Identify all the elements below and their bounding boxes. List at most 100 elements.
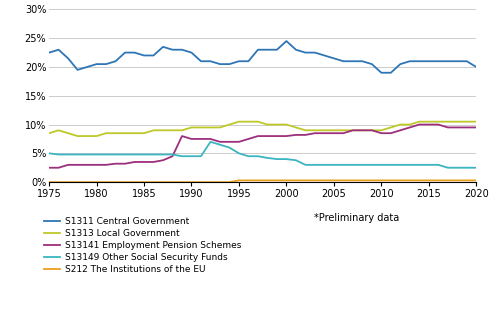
S13141 Employment Pension Schemes bbox=[141, 160, 147, 164]
S212 The Institutions of the EU bbox=[426, 178, 432, 182]
S13141 Employment Pension Schemes bbox=[179, 134, 185, 138]
S1313 Local Government bbox=[46, 131, 52, 135]
S1313 Local Government bbox=[407, 123, 413, 127]
S1313 Local Government bbox=[388, 126, 394, 129]
S212 The Institutions of the EU bbox=[246, 178, 251, 182]
S1313 Local Government bbox=[179, 128, 185, 132]
S1313 Local Government bbox=[426, 120, 432, 123]
S1311 Central Government bbox=[340, 59, 346, 63]
S1313 Local Government bbox=[464, 120, 470, 123]
S212 The Institutions of the EU bbox=[255, 178, 261, 182]
Line: S13149 Other Social Security Funds: S13149 Other Social Security Funds bbox=[49, 142, 476, 168]
S212 The Institutions of the EU bbox=[340, 178, 346, 182]
S1311 Central Government bbox=[141, 54, 147, 57]
S1311 Central Government bbox=[151, 54, 157, 57]
S1313 Local Government bbox=[445, 120, 451, 123]
S1311 Central Government bbox=[302, 51, 308, 55]
S13141 Employment Pension Schemes bbox=[208, 137, 214, 141]
S13149 Other Social Security Funds bbox=[65, 153, 71, 156]
S13149 Other Social Security Funds bbox=[189, 154, 194, 158]
S212 The Institutions of the EU bbox=[75, 180, 81, 184]
S13149 Other Social Security Funds bbox=[322, 163, 327, 167]
S1311 Central Government bbox=[312, 51, 318, 55]
S13141 Employment Pension Schemes bbox=[293, 133, 299, 137]
S212 The Institutions of the EU bbox=[302, 178, 308, 182]
S212 The Institutions of the EU bbox=[132, 180, 137, 184]
S13149 Other Social Security Funds bbox=[169, 153, 175, 156]
S212 The Institutions of the EU bbox=[84, 180, 90, 184]
S13141 Employment Pension Schemes bbox=[359, 128, 365, 132]
S1311 Central Government bbox=[416, 59, 422, 63]
S1313 Local Government bbox=[103, 131, 109, 135]
S1311 Central Government bbox=[331, 57, 337, 60]
S1311 Central Government bbox=[473, 65, 479, 69]
S1311 Central Government bbox=[369, 62, 375, 66]
S13141 Employment Pension Schemes bbox=[265, 134, 271, 138]
S1311 Central Government bbox=[103, 62, 109, 66]
S1313 Local Government bbox=[169, 128, 175, 132]
S13149 Other Social Security Funds bbox=[331, 163, 337, 167]
S1311 Central Government bbox=[283, 39, 289, 43]
S13141 Employment Pension Schemes bbox=[302, 133, 308, 137]
S1313 Local Government bbox=[55, 128, 61, 132]
S1313 Local Government bbox=[397, 123, 403, 127]
S1311 Central Government bbox=[379, 71, 384, 75]
S1311 Central Government bbox=[160, 45, 166, 49]
S1311 Central Government bbox=[454, 59, 460, 63]
S212 The Institutions of the EU bbox=[226, 180, 232, 184]
S1311 Central Government bbox=[169, 48, 175, 51]
S1313 Local Government bbox=[160, 128, 166, 132]
S1313 Local Government bbox=[265, 123, 271, 127]
S1311 Central Government bbox=[265, 48, 271, 51]
S212 The Institutions of the EU bbox=[283, 178, 289, 182]
S13149 Other Social Security Funds bbox=[160, 153, 166, 156]
S13149 Other Social Security Funds bbox=[388, 163, 394, 167]
S13149 Other Social Security Funds bbox=[369, 163, 375, 167]
S13149 Other Social Security Funds bbox=[265, 156, 271, 160]
S1311 Central Government bbox=[122, 51, 128, 55]
S1313 Local Government bbox=[151, 128, 157, 132]
S1311 Central Government bbox=[217, 62, 223, 66]
S13141 Employment Pension Schemes bbox=[464, 126, 470, 129]
S1311 Central Government bbox=[464, 59, 470, 63]
S13149 Other Social Security Funds bbox=[340, 163, 346, 167]
S13141 Employment Pension Schemes bbox=[84, 163, 90, 167]
S1311 Central Government bbox=[255, 48, 261, 51]
S13149 Other Social Security Funds bbox=[407, 163, 413, 167]
S13149 Other Social Security Funds bbox=[208, 140, 214, 144]
S1313 Local Government bbox=[350, 128, 356, 132]
S13149 Other Social Security Funds bbox=[436, 163, 441, 167]
S1311 Central Government bbox=[388, 71, 394, 75]
S1311 Central Government bbox=[246, 59, 251, 63]
S212 The Institutions of the EU bbox=[454, 178, 460, 182]
S1313 Local Government bbox=[236, 120, 242, 123]
S1311 Central Government bbox=[179, 48, 185, 51]
S1313 Local Government bbox=[340, 128, 346, 132]
S13141 Employment Pension Schemes bbox=[379, 131, 384, 135]
S13149 Other Social Security Funds bbox=[179, 154, 185, 158]
S1311 Central Government bbox=[198, 59, 204, 63]
S212 The Institutions of the EU bbox=[112, 180, 118, 184]
S13149 Other Social Security Funds bbox=[283, 157, 289, 161]
S1311 Central Government bbox=[84, 65, 90, 69]
S1311 Central Government bbox=[293, 48, 299, 51]
S13141 Employment Pension Schemes bbox=[350, 128, 356, 132]
S1313 Local Government bbox=[226, 123, 232, 127]
S1313 Local Government bbox=[122, 131, 128, 135]
S1311 Central Government bbox=[445, 59, 451, 63]
S13141 Employment Pension Schemes bbox=[65, 163, 71, 167]
S13149 Other Social Security Funds bbox=[246, 154, 251, 158]
S212 The Institutions of the EU bbox=[322, 178, 327, 182]
S1311 Central Government bbox=[75, 68, 81, 72]
S1311 Central Government bbox=[322, 54, 327, 57]
S13141 Employment Pension Schemes bbox=[283, 134, 289, 138]
S1313 Local Government bbox=[255, 120, 261, 123]
S13141 Employment Pension Schemes bbox=[369, 128, 375, 132]
S212 The Institutions of the EU bbox=[416, 178, 422, 182]
S13141 Employment Pension Schemes bbox=[312, 131, 318, 135]
S13141 Employment Pension Schemes bbox=[103, 163, 109, 167]
S1313 Local Government bbox=[217, 126, 223, 129]
S212 The Institutions of the EU bbox=[397, 178, 403, 182]
S13141 Employment Pension Schemes bbox=[122, 162, 128, 165]
S13141 Employment Pension Schemes bbox=[55, 166, 61, 170]
